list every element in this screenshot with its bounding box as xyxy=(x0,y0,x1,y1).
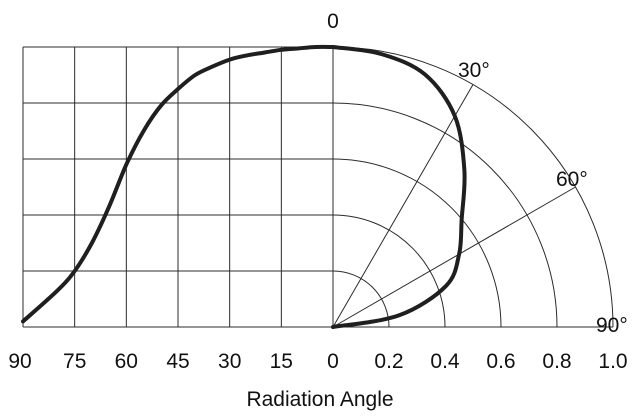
radial-tick-label: 1.0 xyxy=(598,350,627,373)
radial-tick-label: 0.6 xyxy=(486,350,515,373)
x-axis-title: Radiation Angle xyxy=(246,388,393,411)
angle-label: 0 xyxy=(327,10,339,33)
angle-label: 60° xyxy=(556,168,588,191)
chart-grid xyxy=(22,46,614,328)
radial-tick-label: 0.2 xyxy=(374,350,403,373)
x-tick-label: 30 xyxy=(218,350,241,373)
polar-arc xyxy=(332,46,614,328)
radial-tick-label: 0.4 xyxy=(430,350,460,373)
x-tick-label: 0 xyxy=(327,350,339,373)
polar-arc xyxy=(332,270,390,328)
x-tick-label: 45 xyxy=(166,350,189,373)
angle-label: 90° xyxy=(596,314,628,337)
x-tick-label: 75 xyxy=(63,350,86,373)
polar-arc xyxy=(332,102,558,328)
angle-label: 30° xyxy=(458,59,490,82)
radial-tick-label: 0.8 xyxy=(542,350,571,373)
polar-spoke-60 xyxy=(332,186,576,328)
chart-labels: 90 75 60 45 30 15 0 0.2 0.4 0.6 0.8 1.0 0 30° 60° 90° xyxy=(8,10,627,373)
x-tick-label: 90 xyxy=(8,350,31,373)
polar-arc xyxy=(332,214,446,328)
radiation-pattern-curve xyxy=(331,45,467,329)
relative-intensity-curve xyxy=(21,44,335,324)
x-tick-label: 15 xyxy=(270,350,293,373)
polar-arc xyxy=(332,158,502,328)
x-tick-label: 60 xyxy=(115,350,138,373)
chart-curves xyxy=(21,44,467,329)
polar-spoke-30 xyxy=(332,84,474,328)
